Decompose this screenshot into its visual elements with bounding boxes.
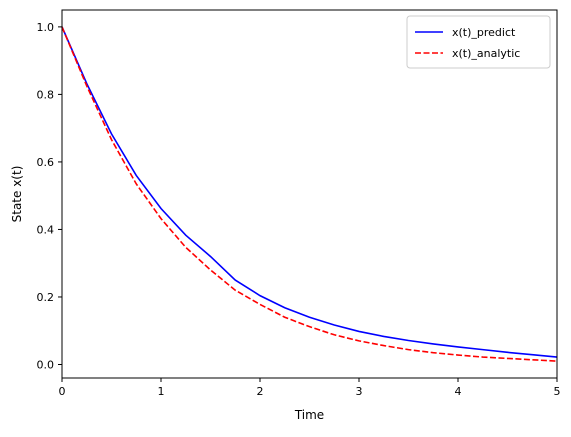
- x-tick-label: 5: [554, 385, 561, 398]
- x-axis-label: Time: [294, 408, 324, 422]
- axes-layer: [61, 9, 558, 379]
- legend-box: [406, 15, 551, 69]
- y-tick-label: 0.6: [37, 156, 55, 169]
- x-tick-label: 2: [257, 385, 264, 398]
- plot-frame: [61, 9, 558, 379]
- series-layer: [61, 26, 558, 362]
- x-tick-label: 1: [158, 385, 165, 398]
- series-line-1: [61, 26, 558, 358]
- y-axis-label: State x(t): [10, 166, 24, 223]
- x-tick-label: 0: [59, 385, 66, 398]
- legend-label-1: x(t)_predict: [452, 26, 516, 39]
- y-tick-label: 0.0: [37, 358, 55, 371]
- legend-label-2: x(t)_analytic: [452, 47, 520, 60]
- ticks-layer: 0 1 2 3 4 5 0.0 0.2 0.4 0.6 0.8 1.0: [37, 21, 561, 398]
- series-line-2: [61, 26, 558, 362]
- x-tick-label: 4: [455, 385, 462, 398]
- y-tick-label: 1.0: [37, 21, 55, 34]
- legend: x(t)_predict x(t)_analytic: [406, 15, 551, 69]
- y-tick-label: 0.2: [37, 291, 55, 304]
- x-tick-label: 3: [356, 385, 363, 398]
- y-tick-label: 0.4: [37, 223, 55, 236]
- y-tick-label: 0.8: [37, 88, 55, 101]
